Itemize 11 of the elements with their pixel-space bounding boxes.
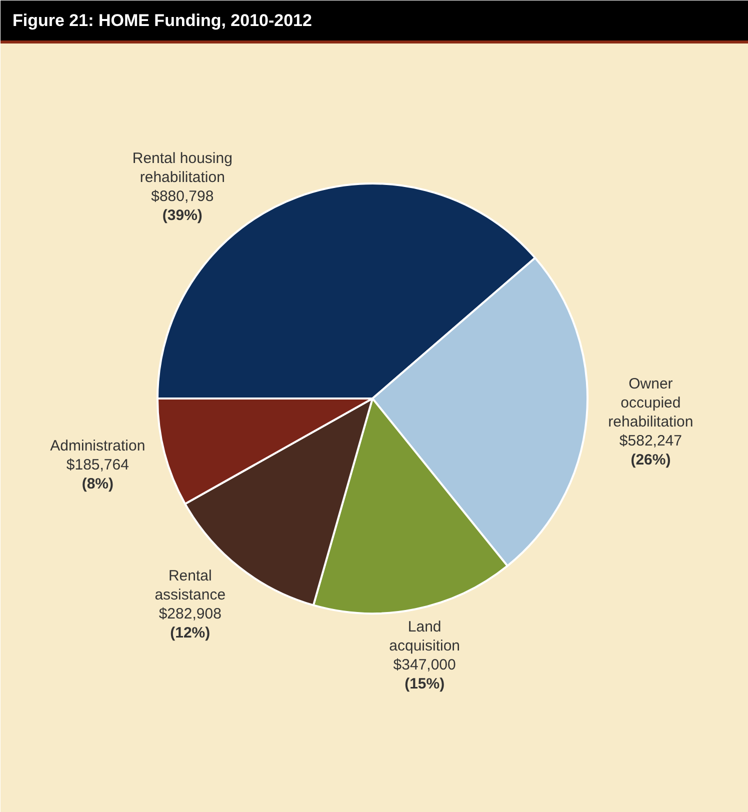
data-label: $582,247 (26%): [619, 432, 682, 469]
slice-label: Rental housing rehabilitation: [132, 150, 232, 186]
chart-title: Figure 21: HOME Funding, 2010-2012: [12, 11, 312, 30]
data-label: $880,798 (39%): [151, 188, 214, 224]
data-label: $347,000 (15%): [393, 656, 456, 693]
slice-label: Administration: [50, 437, 146, 454]
data-label: $185,764 (8%): [66, 456, 129, 492]
slice-label: Rental assistance: [154, 567, 226, 604]
data-label: $282,908 (12%): [158, 605, 222, 642]
slice-label: Owner occupied rehabilitation: [608, 376, 694, 431]
slice-label: Land acquisition: [389, 618, 460, 655]
